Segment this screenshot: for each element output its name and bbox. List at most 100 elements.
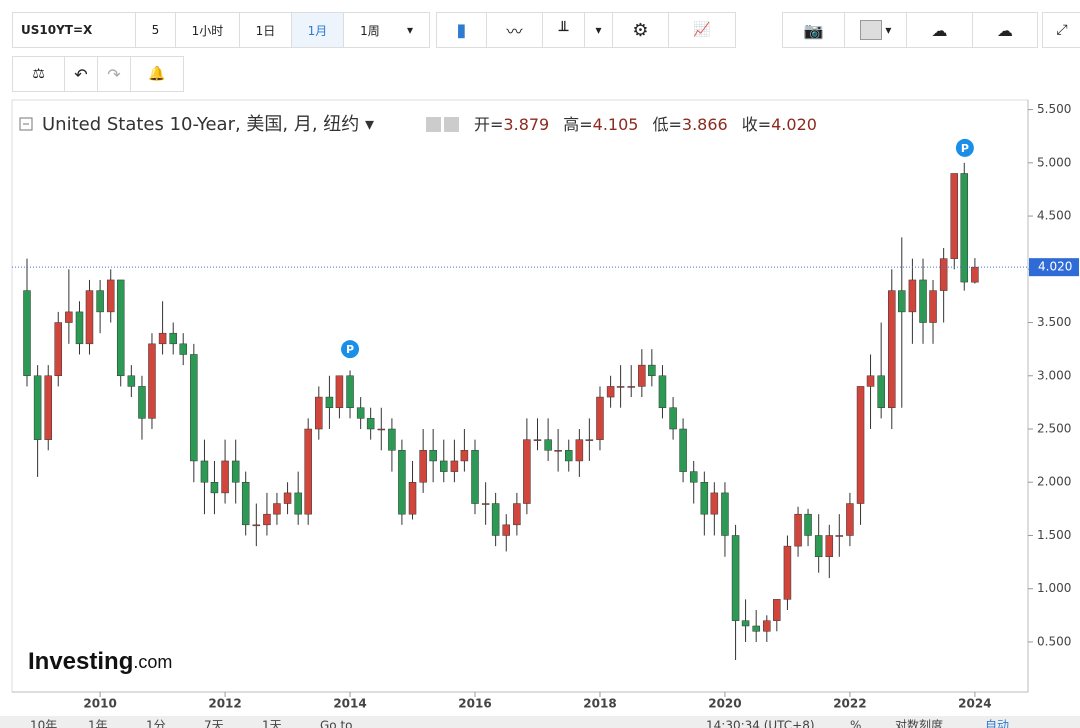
event-marker-label: P [961,142,969,155]
indicator-button[interactable]: 📈 [693,22,711,38]
symbol-input[interactable]: US10YT=X [13,13,136,47]
candle-body [908,279,917,313]
candle-body [158,332,167,345]
range-button: 1天 [262,719,282,728]
interval-button[interactable]: 1月 [292,13,344,47]
candle-body [408,481,417,515]
x-tick-label: 2024 [958,697,991,711]
candle-body [273,503,281,515]
candle-body [481,503,490,505]
range-button: 1年 [88,719,108,728]
ohlc-number: 3.866 [682,115,728,134]
interval-group: 5 1小时 1日 1月 1周 [136,13,396,47]
candle-body [564,450,573,462]
chart-type-toolbar: ▮ 〰 ╨ ▾ ⚙ 📈 [436,12,736,48]
candle-body [971,266,979,283]
y-tick-label: 1.000 [1037,581,1071,595]
x-tick-label: 2010 [83,697,116,711]
candle-body [950,173,959,259]
x-tick-label: 2020 [708,697,741,711]
candle-body [325,396,334,408]
settings-button[interactable]: ⚙ [613,13,669,47]
candle-body [85,290,94,345]
candle-body [773,599,781,621]
fullscreen-icon: ⤢ [1056,22,1068,38]
upload-button[interactable]: ☁ [997,20,1013,40]
x-tick-label: 2012 [208,697,241,711]
ohlc-label: 高= [563,115,592,134]
bar-button[interactable]: ╨ [543,13,585,47]
interval-button[interactable]: 1日 [240,13,292,47]
candle-body [75,311,84,345]
candle-body [575,439,584,462]
event-marker-label: P [346,343,354,356]
candle-body [783,545,792,600]
ohlc-value: 高=4.105 [563,115,638,134]
candle-body [54,322,62,377]
settings-icon [444,117,459,132]
logo-name: Investing [28,648,133,675]
candle-body [200,460,209,483]
color-button[interactable]: ▾ [845,13,907,47]
candle-body [763,620,771,632]
interval-toolbar: US10YT=X 5 1小时 1日 1月 1周 ▾ [12,12,430,48]
candle-button[interactable]: ▮ [437,13,487,47]
candle-body [669,407,677,430]
candle-body [127,375,136,387]
bottom-option: 自动 [985,719,1009,728]
candle-body [731,535,740,621]
ohlc-number: 4.105 [593,115,639,134]
chart-title: United States 10-Year, 美国, 月, 纽约 ▾ [42,114,374,135]
ohlc-label: 低= [652,115,681,134]
candle-body [638,364,646,387]
interval-button[interactable]: 5 [136,13,176,47]
candle-body [700,481,709,515]
candle-body [429,450,437,462]
candle-body [65,311,73,323]
event-marker [955,138,974,157]
x-tick-label: 2016 [458,697,491,711]
y-tick-label: 3.000 [1037,368,1071,382]
compare-button[interactable]: ⚖ [13,57,65,91]
line-button[interactable]: 〰 [487,13,543,47]
fullscreen-button[interactable]: ⤢ [1042,12,1080,48]
candle-body [523,439,531,504]
drawing-toolbar: ⚖ ↶ ↷ 🔔 [12,56,184,92]
candle-body [721,492,729,536]
logo-suffix: .com [133,652,172,672]
type-dropdown[interactable]: ▾ [585,13,613,47]
undo-button[interactable]: ↶ [65,57,98,91]
candle-body [377,428,386,431]
candle-body [741,620,750,627]
interval-button[interactable]: 1周 [360,23,380,38]
range-button: Go to [320,719,353,728]
candle-body [179,343,187,355]
download-button[interactable]: ☁ [907,13,973,47]
ohlc-label: 收= [742,115,771,134]
eye-icon [426,117,441,132]
candle-body [304,428,312,515]
candle-body [846,503,854,536]
candle-body [283,492,292,504]
candle-body [33,375,42,440]
candle-body [960,173,969,283]
candle-body [689,471,698,483]
candle-body [106,279,115,313]
range-button: 10年 [30,719,57,728]
candle-body [23,290,31,377]
ohlc-number: 4.020 [771,115,817,134]
redo-button[interactable]: ↷ [98,57,131,91]
candle-body [513,503,521,526]
interval-button[interactable]: 1小时 [176,13,240,47]
candle-body [596,396,604,440]
alert-button[interactable]: 🔔 [148,66,166,82]
y-tick-label: 3.500 [1037,315,1071,329]
candle-body [356,407,365,419]
camera-button[interactable]: 📷 [783,13,845,47]
interval-dropdown[interactable]: ▾ [406,23,414,37]
candle-body [335,375,344,408]
candle-body [898,290,906,313]
price-tag [1029,258,1079,277]
